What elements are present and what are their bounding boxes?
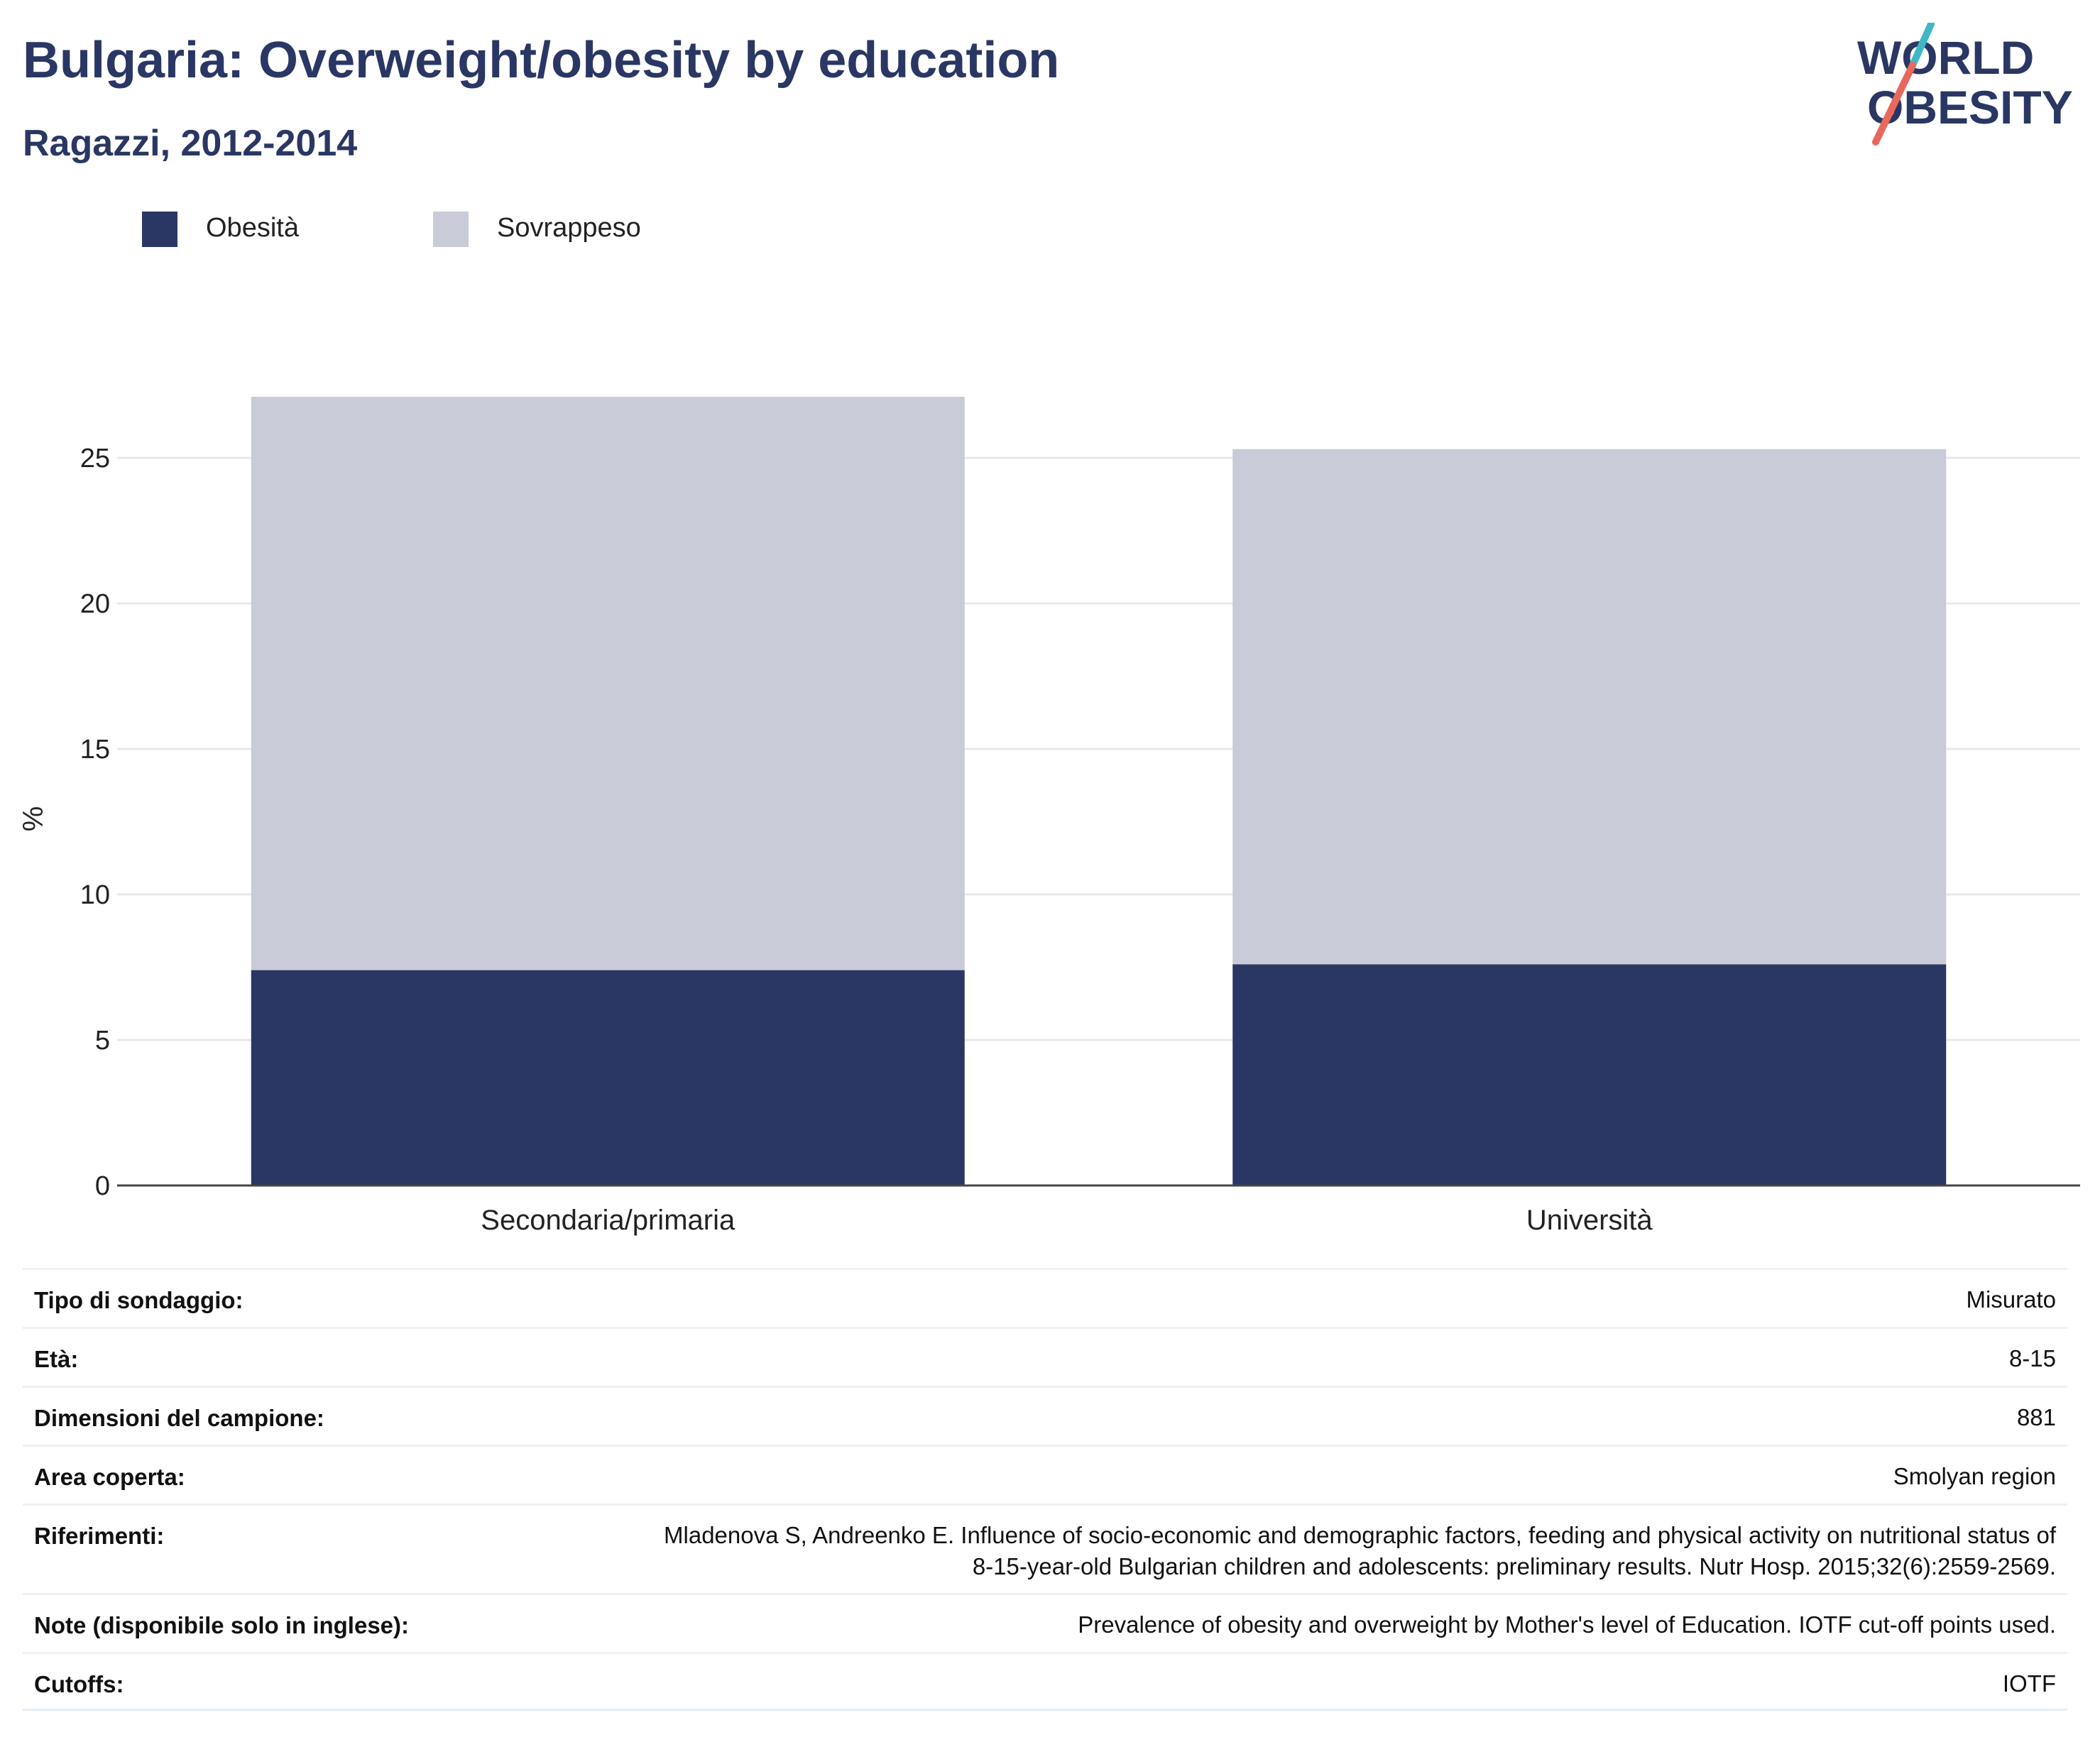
info-label: Età: (34, 1346, 79, 1372)
info-row: Area coperta: Smolyan region (23, 1445, 2067, 1504)
bar-obesit--0 (251, 970, 965, 1185)
info-label: Tipo di sondaggio: (34, 1287, 244, 1313)
info-label: Cutoffs: (34, 1671, 124, 1697)
logo-slash-bottom (1872, 62, 1916, 146)
info-table: Tipo di sondaggio: Misurato Età: 8-15 Dimens… (23, 1268, 2067, 1711)
legend-label-obesita: Obesità (206, 213, 299, 243)
legend-swatch-obesita (142, 212, 177, 247)
info-value: 881 (2017, 1402, 2056, 1433)
info-value-line: 8-15-year-old Bulgarian children and ado… (972, 1553, 2056, 1579)
info-value: Mladenova S, Andreenko E. Influence of s… (664, 1520, 2056, 1582)
info-row: Riferimenti: Mladenova S, Andreenko E. In… (23, 1504, 2067, 1593)
info-label: Riferimenti: (34, 1523, 165, 1549)
y-tick-label: 5 (95, 1026, 110, 1056)
bar-sovrappeso-1 (1232, 449, 1947, 965)
info-row: Cutoffs: IOTF (23, 1652, 2067, 1711)
chart-title: Bulgaria: Overweight/obesity by educatio… (23, 32, 1060, 89)
info-value-line: Misurato (1966, 1286, 2056, 1313)
info-value-line: Smolyan region (1893, 1463, 2056, 1489)
bar-chart: 0 5 10 15 20 25% Secondaria/primaria Università (18, 396, 2080, 1236)
info-label: Dimensioni del campione: (34, 1405, 324, 1431)
y-tick-label: 25 (80, 444, 110, 473)
info-row: Note (disponibile solo in inglese): Preva… (23, 1593, 2067, 1652)
info-value: IOTF (2003, 1668, 2056, 1699)
legend-swatch-sovrappeso (433, 212, 469, 247)
world-obesity-logo: WORLD OBESITY (1857, 23, 2073, 146)
info-value-line: Mladenova S, Andreenko E. Influence of s… (664, 1522, 2056, 1548)
y-axis-title: % (18, 806, 49, 832)
info-row: Età: 8-15 (23, 1327, 2067, 1386)
info-row: Dimensioni del campione: 881 (23, 1386, 2067, 1445)
info-label: Note (disponibile solo in inglese): (34, 1612, 410, 1638)
info-value-line: 881 (2016, 1404, 2056, 1430)
y-tick-label: 20 (80, 589, 110, 619)
bar-obesit--1 (1232, 964, 1947, 1185)
y-tick-label: 15 (80, 735, 110, 765)
info-label: Area coperta: (34, 1464, 185, 1490)
info-value-line: 8-15 (2008, 1345, 2056, 1371)
info-value: Misurato (1966, 1284, 2056, 1315)
logo-line1: WORLD (1857, 31, 2034, 84)
chart-subtitle: Ragazzi, 2012-2014 (23, 123, 358, 164)
legend-label-sovrappeso: Sovrappeso (497, 213, 641, 243)
info-value-line: Prevalence of obesity and overweight by … (1078, 1611, 2056, 1638)
info-value: Prevalence of obesity and overweight by … (1078, 1609, 2056, 1641)
info-value: 8-15 (2009, 1343, 2056, 1374)
x-tick-label: Secondaria/primaria (481, 1205, 735, 1236)
x-tick-label: Università (1526, 1205, 1653, 1236)
info-value-line: IOTF (2002, 1670, 2056, 1697)
info-value: Smolyan region (1893, 1461, 2056, 1492)
logo-slash-top (1909, 23, 1935, 69)
info-row: Tipo di sondaggio: Misurato (23, 1268, 2067, 1327)
y-tick-label: 10 (80, 880, 110, 910)
bar-sovrappeso-0 (251, 396, 965, 970)
y-tick-label: 0 (95, 1171, 110, 1201)
